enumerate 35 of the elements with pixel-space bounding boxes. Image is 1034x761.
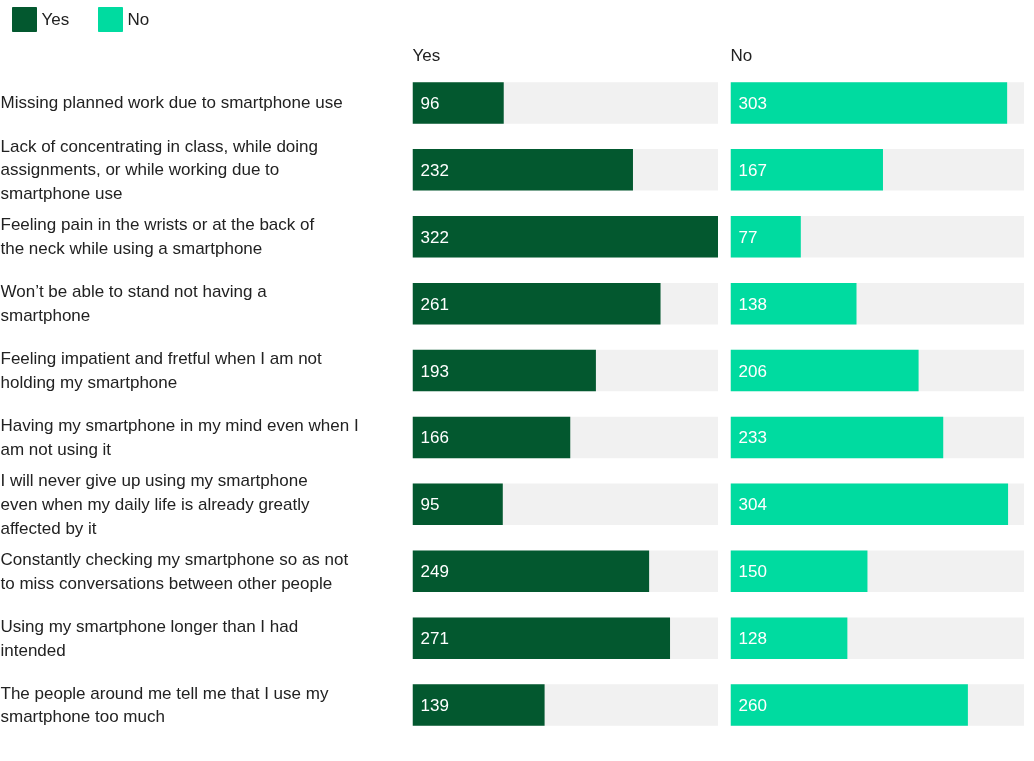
- chart-title: No: [730, 45, 753, 65]
- data-label: 233: [738, 428, 767, 448]
- data-label: 303: [738, 93, 767, 113]
- data-label: 138: [738, 294, 767, 314]
- y-tick-label: Won’t be able to stand not having a smartphone: [0, 282, 268, 326]
- data-label: 260: [738, 696, 767, 716]
- legend-label: No: [127, 10, 150, 29]
- data-label: 261: [420, 294, 449, 314]
- bar: [730, 216, 801, 258]
- legend-label: Yes: [41, 10, 70, 29]
- y-tick-label: I will never give up using my smartphone even when my daily life is already greatly affected by it: [0, 471, 310, 538]
- y-tick-label: Missing planned work due to smartphone use: [0, 93, 343, 113]
- data-label: 193: [420, 361, 449, 381]
- chart-title: Yes: [412, 45, 441, 65]
- data-label: 77: [738, 227, 758, 247]
- data-label: 304: [738, 495, 767, 515]
- data-label: 150: [738, 562, 767, 582]
- data-label: 96: [420, 93, 440, 113]
- data-label: 128: [738, 629, 767, 649]
- data-label: 166: [420, 428, 449, 448]
- y-tick-label: Using my smartphone longer than I had intended: [0, 616, 299, 660]
- y-tick-label: Feeling impatient and fretful when I am not holding my smartphone: [0, 349, 323, 392]
- data-label: 167: [738, 160, 767, 180]
- data-label: 95: [420, 495, 440, 515]
- y-tick-label: The people around me tell me that I use my smartphone too much: [0, 683, 329, 727]
- y-tick-label: Having my smartphone in my mind even when I am not using it: [0, 416, 359, 459]
- data-label: 322: [420, 227, 449, 247]
- y-tick-label: Lack of concentrating in class, while doing assignments, or while working due to smartphone use: [0, 136, 319, 204]
- data-label: 206: [738, 361, 767, 381]
- data-label: 139: [420, 696, 449, 716]
- data-label: 271: [420, 629, 449, 649]
- y-tick-label: Feeling pain in the wrists or at the back of the neck while using a smartphone: [0, 215, 315, 259]
- y-tick-label: Constantly checking my smartphone so as not to miss conversations between other people: [0, 549, 349, 593]
- data-label: 249: [420, 562, 449, 582]
- data-label: 232: [420, 160, 449, 180]
